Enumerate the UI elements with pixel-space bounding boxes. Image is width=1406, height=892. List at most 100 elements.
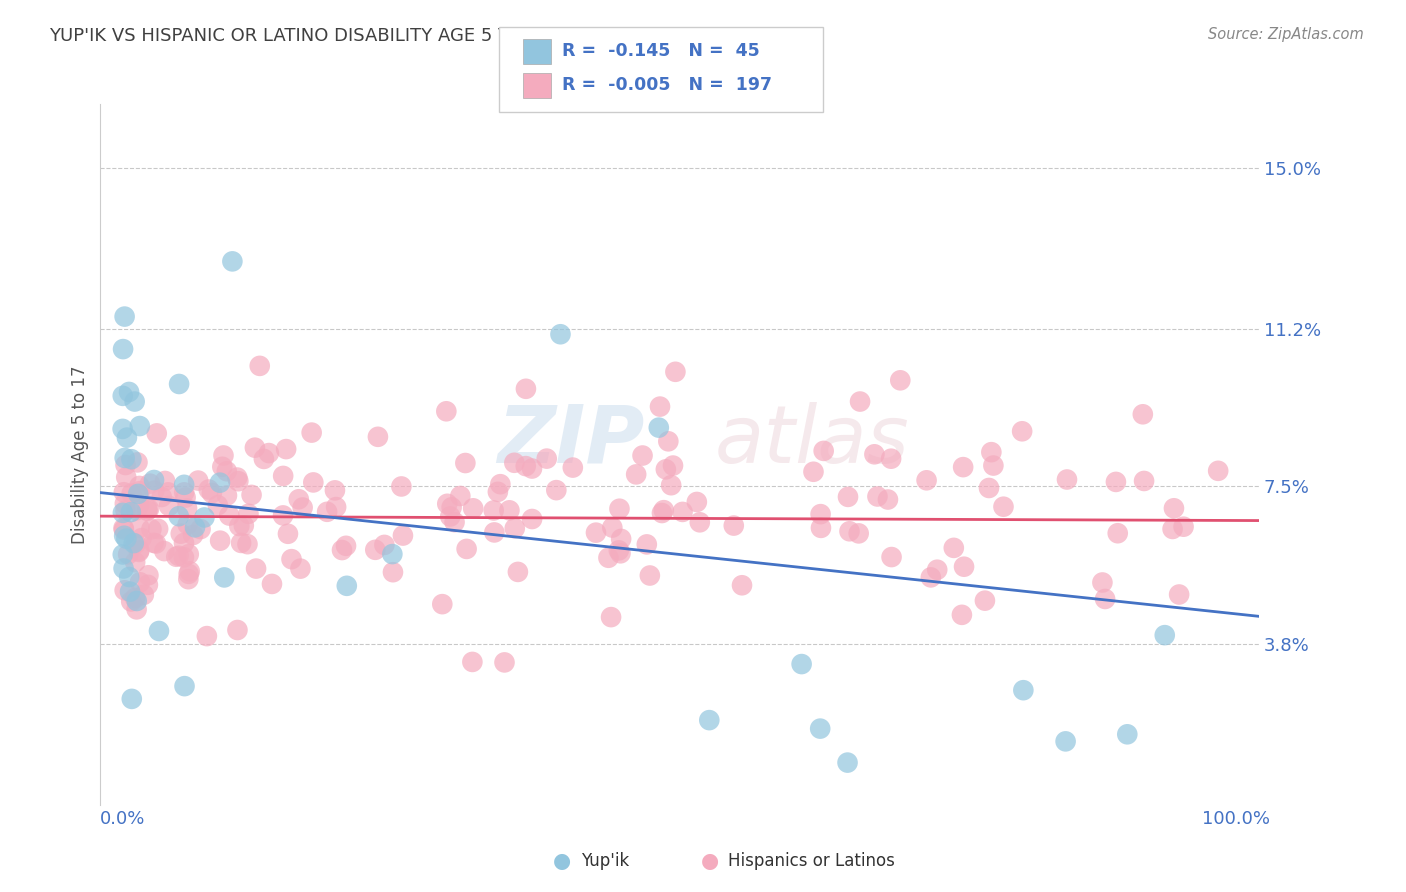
Point (187, 474, 209, 488)
Point (177, 566, 200, 581)
Point (880, 451, 903, 466)
Text: ●: ● (554, 851, 571, 871)
Point (157, 485, 180, 500)
Point (111, 506, 134, 520)
Point (330, 543, 353, 558)
Point (260, 577, 283, 591)
Point (813, 443, 835, 458)
Point (993, 500, 1015, 514)
Point (197, 483, 219, 497)
Y-axis label: Disability Age 5 to 17: Disability Age 5 to 17 (72, 366, 89, 544)
Point (486, 484, 509, 499)
Point (173, 550, 195, 565)
Point (336, 579, 359, 593)
Point (138, 502, 160, 516)
Point (950, 607, 973, 622)
Point (436, 497, 458, 511)
Point (157, 499, 180, 513)
Point (112, 529, 135, 543)
Point (585, 525, 607, 540)
Point (449, 489, 471, 503)
Point (117, 547, 139, 561)
Point (980, 445, 1002, 459)
Point (838, 524, 860, 539)
Point (118, 570, 141, 584)
Point (167, 376, 190, 391)
Point (1054, 734, 1077, 748)
Point (863, 447, 886, 461)
Point (124, 591, 146, 606)
Point (208, 475, 231, 490)
Point (238, 507, 260, 521)
Point (177, 572, 200, 586)
Point (1153, 628, 1175, 642)
Point (207, 498, 229, 512)
Point (1161, 522, 1184, 536)
Point (125, 594, 148, 608)
Point (249, 359, 271, 373)
Point (114, 497, 136, 511)
Point (128, 543, 150, 558)
Point (536, 451, 558, 466)
Point (132, 588, 155, 602)
Point (128, 498, 150, 512)
Point (287, 492, 309, 507)
Point (153, 544, 176, 558)
Point (731, 578, 754, 592)
Point (179, 565, 201, 579)
Point (274, 442, 297, 456)
Point (655, 462, 678, 476)
Point (636, 537, 658, 551)
Point (790, 657, 813, 671)
Point (392, 528, 415, 542)
Point (484, 525, 506, 540)
Point (600, 610, 623, 624)
Point (866, 490, 889, 504)
Point (598, 550, 620, 565)
Point (291, 500, 314, 515)
Point (631, 449, 654, 463)
Point (173, 485, 195, 500)
Point (173, 679, 195, 693)
Point (111, 548, 134, 562)
Point (128, 419, 150, 434)
Point (686, 495, 709, 509)
Point (697, 713, 720, 727)
Point (810, 521, 832, 535)
Point (880, 550, 903, 565)
Point (723, 518, 745, 533)
Point (942, 541, 965, 555)
Point (143, 473, 166, 487)
Point (1094, 591, 1116, 606)
Point (367, 430, 389, 444)
Point (232, 518, 254, 533)
Point (165, 549, 187, 564)
Point (983, 458, 1005, 473)
Point (112, 523, 135, 537)
Point (211, 459, 233, 474)
Point (115, 470, 138, 484)
Point (463, 501, 485, 516)
Point (482, 503, 505, 517)
Point (489, 477, 512, 491)
Point (515, 459, 537, 474)
Point (201, 486, 224, 500)
Point (127, 487, 149, 501)
Point (520, 461, 543, 475)
Point (498, 503, 520, 517)
Point (602, 520, 624, 534)
Point (454, 456, 477, 470)
Point (174, 491, 197, 505)
Point (150, 490, 173, 504)
Point (115, 532, 138, 546)
Point (128, 479, 150, 493)
Point (877, 492, 900, 507)
Point (173, 478, 195, 492)
Point (226, 470, 249, 484)
Point (129, 575, 152, 590)
Point (124, 394, 146, 409)
Point (280, 552, 302, 566)
Point (915, 473, 938, 487)
Point (1116, 727, 1139, 741)
Point (848, 526, 870, 541)
